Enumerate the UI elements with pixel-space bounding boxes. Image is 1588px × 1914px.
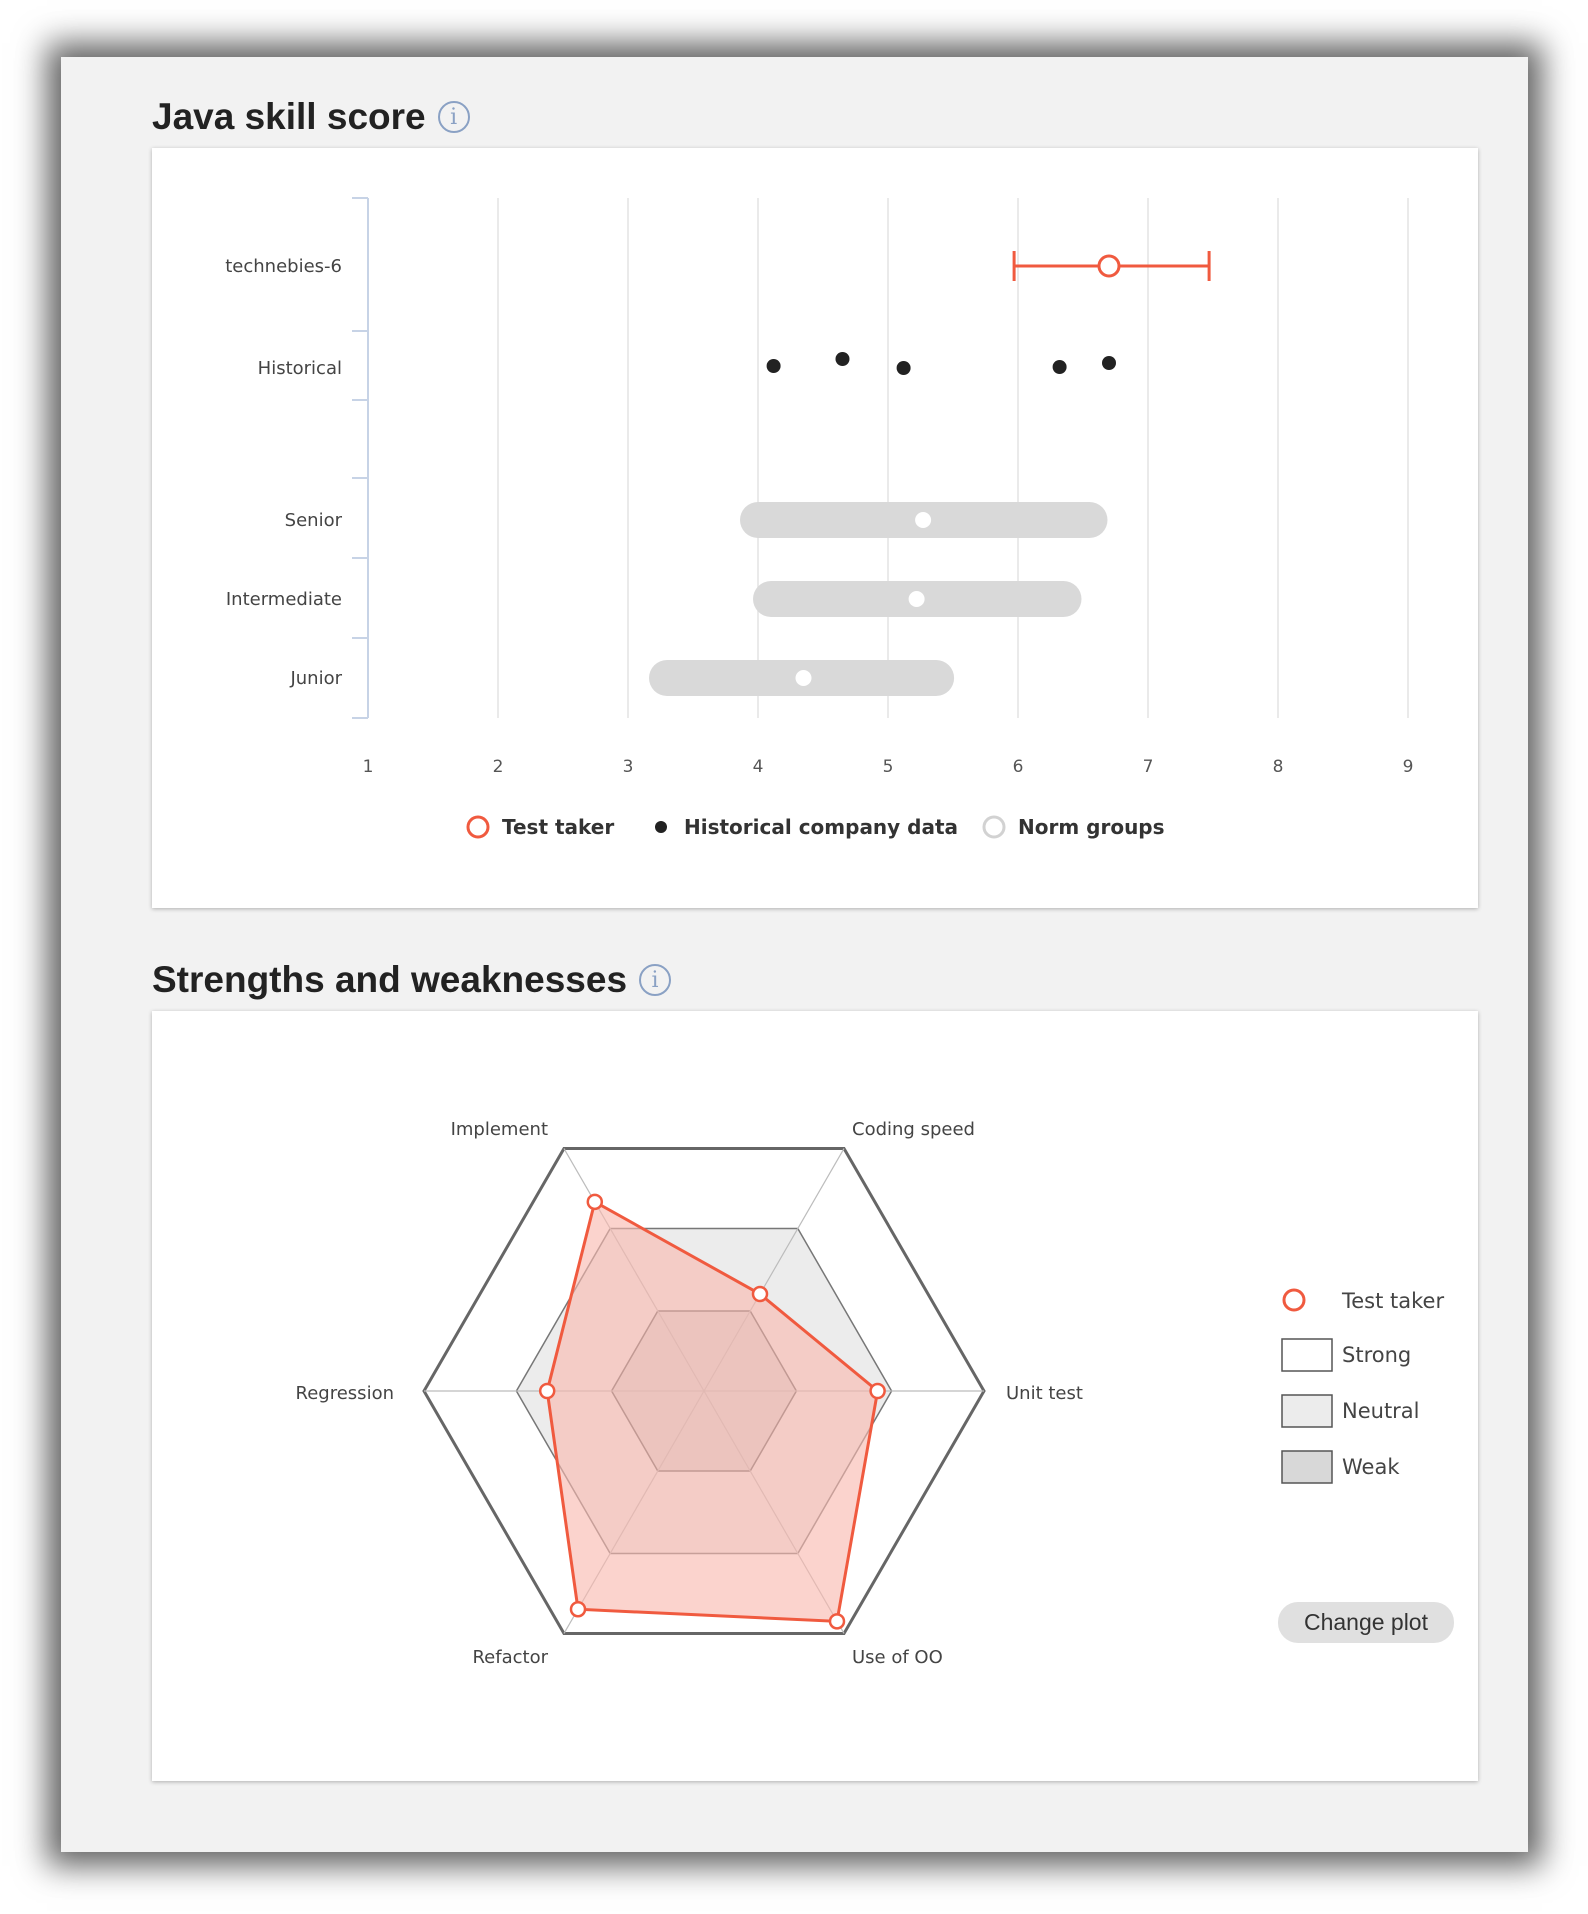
y-row-label: technebies-6 xyxy=(225,256,342,277)
radar-axis-label: Unit test xyxy=(1006,1383,1083,1404)
legend-marker-test-taker xyxy=(1282,1288,1306,1312)
x-tick-label: 5 xyxy=(883,757,894,777)
radar-axis-label: Regression xyxy=(296,1383,394,1404)
y-row-label: Intermediate xyxy=(226,589,342,610)
x-tick-label: 9 xyxy=(1403,757,1414,777)
x-tick-label: 7 xyxy=(1143,757,1154,777)
test-taker-point xyxy=(828,1613,846,1630)
norm-group-mean xyxy=(908,591,925,607)
radar-axis-label: Use of OO xyxy=(852,1647,943,1668)
x-tick-label: 6 xyxy=(1013,757,1024,777)
legend-marker-historical xyxy=(655,821,667,833)
y-row-label: Junior xyxy=(289,668,342,689)
radar-chart: Coding speed Unit test Use of OO Refactor Re… xyxy=(296,1119,1445,1668)
y-row-label: Historical xyxy=(258,358,342,379)
norm-group-mean xyxy=(915,512,932,528)
test-taker-point xyxy=(569,1600,587,1618)
strengths-title: Strengths and weaknesses xyxy=(152,959,628,1000)
historical-dot xyxy=(835,352,850,366)
legend-label-norm: Norm groups xyxy=(1018,815,1165,839)
test-taker-point xyxy=(1097,254,1121,278)
historical-dot xyxy=(896,361,911,375)
legend-swatch-neutral xyxy=(1281,1394,1333,1428)
skill-score-panel: 1 2 3 4 5 6 7 8 9 technebies-6 Historical Senior Int… xyxy=(152,148,1478,908)
y-row-label: Senior xyxy=(285,510,343,531)
x-tick-label: 8 xyxy=(1273,757,1284,777)
legend-label-weak: Weak xyxy=(1342,1455,1400,1479)
strengths-heading: Strengths and weaknesses i xyxy=(152,959,672,1001)
test-taker-point xyxy=(869,1382,886,1400)
norm-group-mean xyxy=(795,670,812,686)
skill-score-heading: Java skill score i xyxy=(152,96,470,138)
x-tick-label: 3 xyxy=(623,757,634,777)
skill-score-chart: 1 2 3 4 5 6 7 8 9 technebies-6 Historical Senior Int… xyxy=(225,197,1414,839)
change-plot-button[interactable]: Change plot xyxy=(1277,1602,1454,1643)
legend-label-test-taker: Test taker xyxy=(502,815,614,839)
test-taker-point xyxy=(751,1285,769,1303)
x-tick-label: 4 xyxy=(753,757,764,777)
legend-label-strong: Strong xyxy=(1342,1343,1411,1367)
skill-score-title: Java skill score xyxy=(152,96,426,137)
historical-dot xyxy=(1102,356,1116,370)
radar-axis-label: Coding speed xyxy=(852,1119,975,1140)
legend-swatch-weak xyxy=(1281,1450,1333,1484)
info-icon[interactable]: i xyxy=(437,101,470,133)
info-icon[interactable]: i xyxy=(639,964,672,996)
legend-marker-norm xyxy=(982,815,1006,839)
historical-dot xyxy=(766,359,781,373)
test-taker-point xyxy=(538,1382,556,1400)
x-tick-label: 2 xyxy=(493,757,504,777)
legend-marker-test-taker xyxy=(466,815,490,839)
legend-label-test-taker: Test taker xyxy=(1341,1289,1444,1313)
strengths-panel: Coding speed Unit test Use of OO Refactor Re… xyxy=(152,1011,1478,1781)
radar-axis-label: Refactor xyxy=(472,1647,548,1668)
legend-swatch-strong xyxy=(1281,1338,1333,1372)
legend-label-neutral: Neutral xyxy=(1342,1399,1420,1423)
historical-dot xyxy=(1052,360,1067,374)
radar-axis-label: Implement xyxy=(451,1119,548,1140)
test-taker-point xyxy=(586,1193,604,1211)
legend-label-historical: Historical company data xyxy=(684,815,958,839)
x-tick-label: 1 xyxy=(363,757,374,777)
